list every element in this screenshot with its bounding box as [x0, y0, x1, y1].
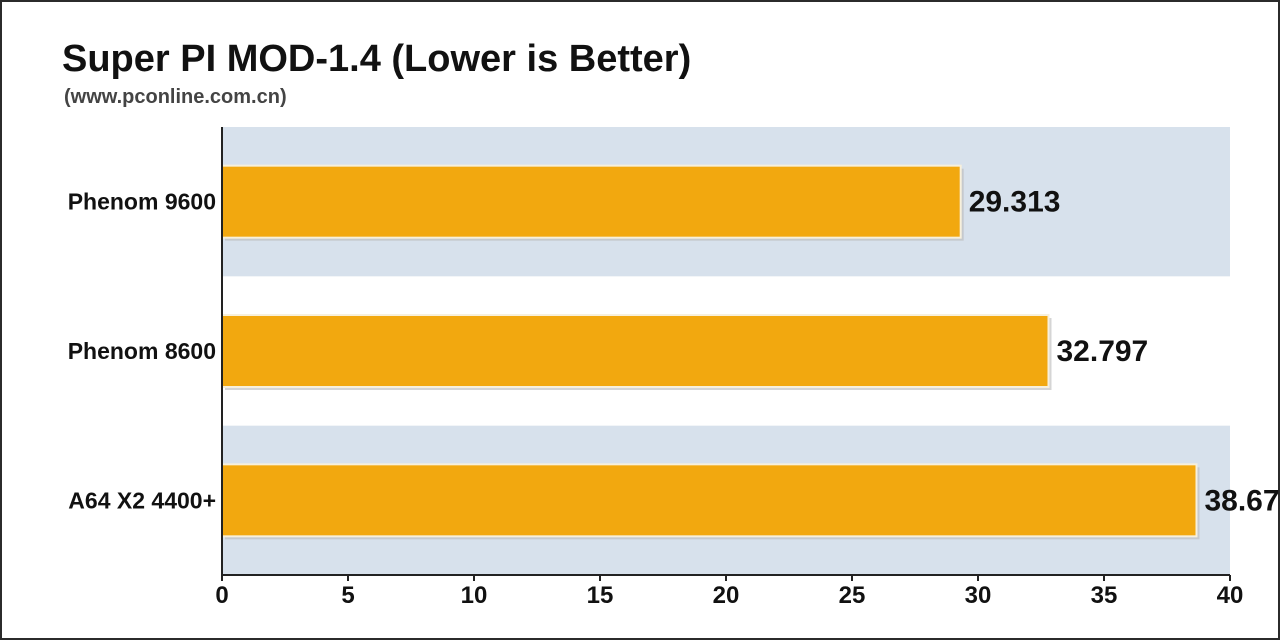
value-label: 38.67 [1204, 484, 1279, 517]
category-label: Phenom 9600 [68, 189, 216, 215]
x-tick-label: 40 [1217, 582, 1244, 609]
value-label: 32.797 [1056, 335, 1148, 368]
x-tick-label: 10 [461, 582, 488, 609]
x-tick-label: 5 [341, 582, 354, 609]
x-tick-label: 30 [965, 582, 992, 609]
x-tick-label: 20 [713, 582, 740, 609]
chart-subtitle: (www.pconline.com.cn) [64, 86, 287, 108]
x-tick-label: 0 [215, 582, 228, 609]
value-label: 29.313 [969, 186, 1061, 219]
bar [221, 314, 1050, 388]
x-tick-label: 25 [839, 582, 866, 609]
chart-title: Super PI MOD-1.4 (Lower is Better) [62, 38, 692, 80]
x-tick-label: 35 [1091, 582, 1118, 609]
category-label: Phenom 8600 [68, 338, 216, 364]
bar [221, 463, 1198, 538]
x-tick-label: 15 [587, 582, 614, 609]
category-label: A64 X2 4400+ [68, 487, 216, 513]
bar [221, 164, 962, 239]
